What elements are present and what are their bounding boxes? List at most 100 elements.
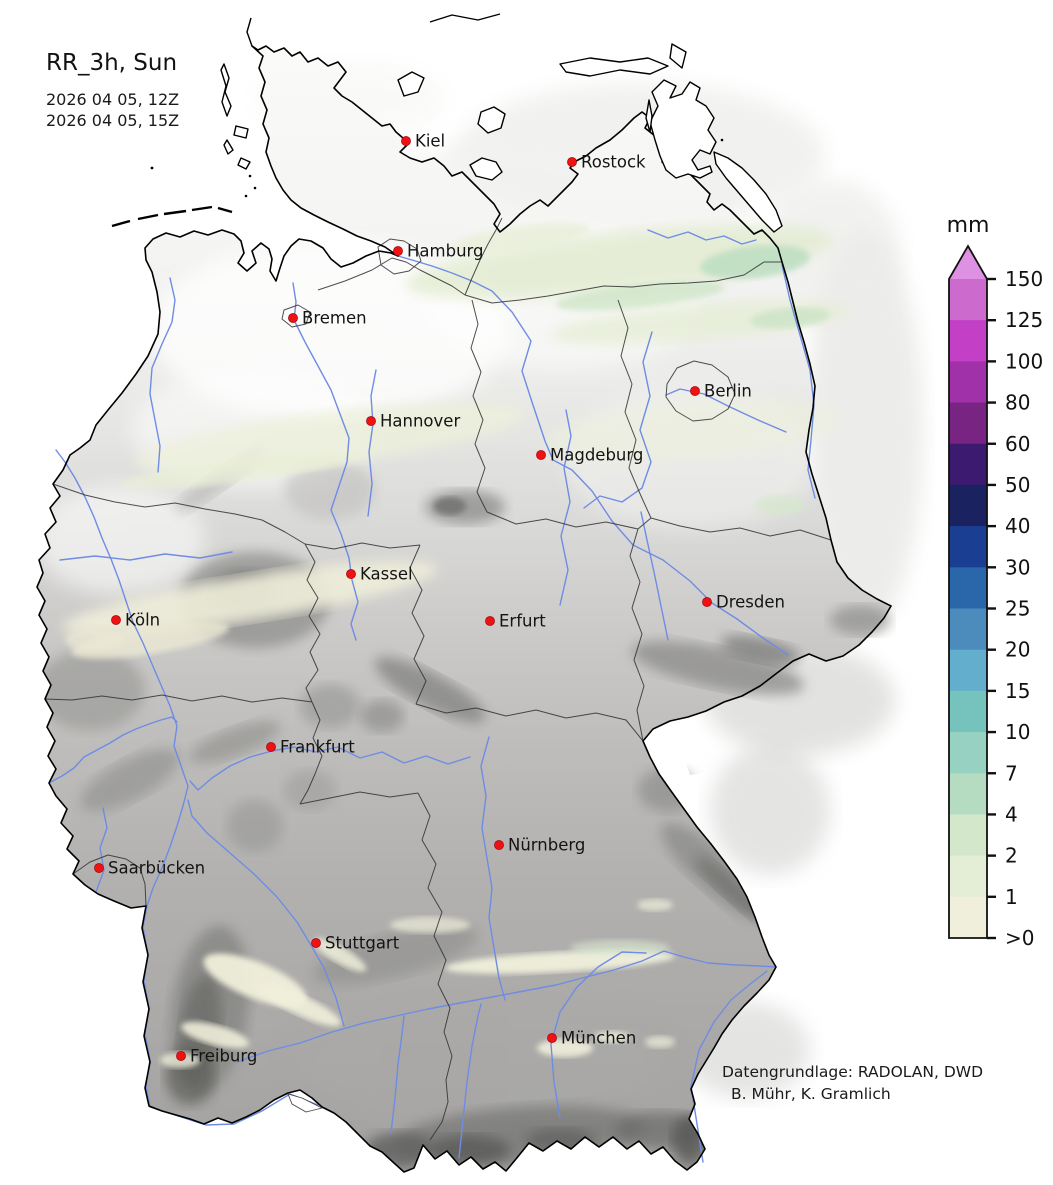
island-lolland: [559, 57, 669, 77]
colorbar-frame: [948, 244, 988, 939]
city-label: Bremen: [302, 309, 367, 328]
colorbar-tick-label: 125: [1005, 308, 1043, 332]
colorbar-segment: [949, 732, 987, 774]
river-havel: [583, 331, 653, 509]
river-neckar: [187, 799, 345, 1027]
river-lech: [458, 1003, 482, 1159]
colorbar-tick-label: 150: [1005, 267, 1043, 291]
city-label: Dresden: [716, 593, 785, 612]
colorbar-overflow-arrow: [949, 246, 987, 279]
city-label: Magdeburg: [550, 446, 643, 465]
colorbar-segment: [949, 649, 987, 692]
island-foehr: [233, 125, 249, 139]
colorbar-tick-label: >0: [1005, 926, 1034, 950]
city-marker: Freiburg: [176, 1047, 257, 1066]
city-marker: Hannover: [366, 412, 460, 431]
colorbar-tick-label: 7: [1005, 761, 1018, 785]
colorbar-tick-label: 15: [1005, 679, 1030, 703]
river-lippe: [59, 551, 233, 561]
city-dot-icon: [311, 938, 321, 948]
river-leine: [367, 369, 377, 517]
timestamp-end: 2026 04 05, 15Z: [46, 111, 180, 130]
colorbar-segment: [949, 361, 987, 404]
city-marker: Berlin: [690, 382, 752, 401]
colorbar-segment: [949, 443, 987, 486]
city-label: Berlin: [704, 382, 752, 401]
river-regnitz: [480, 736, 506, 1001]
attribution: Datengrundlage: RADOLAN, DWD B. Mühr, K. …: [722, 1061, 983, 1105]
city-marker: Kiel: [401, 132, 445, 151]
island-falster: [669, 43, 687, 69]
city-layer: Kiel Rostock Hamburg Bremen Berlin Hannover Ma…: [94, 132, 785, 1066]
page-title: RR_3h, Sun: [46, 50, 178, 76]
city-label: Nürnberg: [508, 836, 585, 855]
colorbar-unit-label: mm: [947, 213, 990, 238]
city-marker: Erfurt: [485, 612, 546, 631]
city-dot-icon: [690, 386, 700, 396]
city-label: Stuttgart: [325, 934, 400, 953]
city-label: Kassel: [360, 565, 413, 584]
city-dot-icon: [547, 1033, 557, 1043]
river-iller: [390, 1015, 405, 1134]
city-marker: Kassel: [346, 565, 413, 584]
city-marker: Rostock: [567, 153, 646, 172]
city-marker: Stuttgart: [311, 934, 400, 953]
colorbar-tick-label: 25: [1005, 597, 1030, 621]
river-saar: [95, 807, 108, 893]
city-dot-icon: [266, 742, 276, 752]
colorbar-tick-label: 1: [1005, 885, 1018, 909]
colorbar-tick-label: 20: [1005, 638, 1030, 662]
city-label: Hannover: [380, 412, 460, 431]
city-dot-icon: [485, 616, 495, 626]
city-marker: Frankfurt: [266, 738, 355, 757]
colorbar-segment: [949, 484, 987, 527]
colorbar-segment: [949, 526, 987, 568]
island-ruegen: [649, 79, 717, 179]
timestamp-block: 2026 04 05, 12Z 2026 04 05, 15Z: [46, 89, 179, 131]
city-marker: München: [547, 1029, 636, 1048]
colorbar: 150 125 100 80 60 50 40 30 25 20 15 10 7 4 2 1 >0 mm: [947, 213, 1044, 950]
colorbar-segment: [949, 608, 987, 651]
city-label: Kiel: [415, 132, 445, 151]
island-fehmarn: [469, 157, 503, 181]
river-inn: [690, 970, 768, 1163]
city-label: Rostock: [581, 153, 646, 172]
city-dot-icon: [702, 597, 712, 607]
city-marker: Köln: [111, 611, 160, 630]
river-danube: [236, 950, 777, 1063]
colorbar-tick-label: 10: [1005, 720, 1030, 744]
city-dot-icon: [401, 136, 411, 146]
river-weser: [292, 282, 359, 641]
colorbar-tick-label: 50: [1005, 473, 1030, 497]
city-marker: Dresden: [702, 593, 785, 612]
state-borders: [44, 217, 832, 1141]
city-marker: Nürnberg: [494, 836, 585, 855]
city-label: Frankfurt: [280, 738, 355, 757]
island-als: [397, 71, 425, 97]
colorbar-segment: [949, 279, 987, 321]
colorbar-segment: [949, 320, 987, 362]
east-frisian-islands: [111, 205, 233, 228]
timestamp-start: 2026 04 05, 12Z: [46, 90, 180, 109]
city-label: Freiburg: [190, 1047, 257, 1066]
river-oder: [781, 264, 816, 499]
hallig-islets: [150, 138, 724, 198]
colorbar-segment: [949, 896, 987, 939]
city-dot-icon: [346, 569, 356, 579]
germany-border: [36, 45, 892, 1173]
river-mosel: [48, 716, 178, 784]
city-marker: Saarbücken: [94, 859, 205, 878]
island-usedom: [713, 151, 783, 233]
colorbar-segment: [949, 855, 987, 898]
colorbar-tick-label: 4: [1005, 802, 1018, 826]
city-label: München: [561, 1029, 636, 1048]
colorbar-segment: [949, 773, 987, 815]
colorbar-tick-label: 100: [1005, 349, 1043, 373]
islands-coastlines: [111, 13, 783, 1113]
colorbar-segment: [949, 567, 987, 609]
danish-coast: [429, 13, 501, 23]
river-main: [189, 746, 471, 791]
river-ems: [149, 277, 176, 473]
precipitation-field: [62, 222, 850, 1068]
